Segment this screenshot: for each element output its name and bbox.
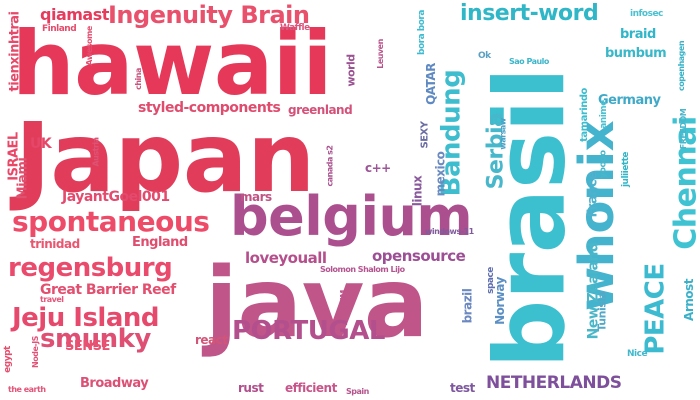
word-cpp: c++ [365,161,391,175]
word-react: react [195,333,228,347]
word-efficient: efficient [285,381,337,395]
word-insert-word: insert-word [460,1,599,26]
word-rust: rust [238,381,264,395]
word-tienxinhtrai: tienxinhtrai [7,11,23,92]
word-yoooo: yoooo [598,150,609,179]
word-jeju-island: Jeju Island [12,303,160,333]
word-qatar: QATAR [423,63,438,105]
word-trinidad: trinidad [30,237,80,251]
word-freedom: FREEDOM [679,108,689,150]
word-node-js: Node-JS [30,336,40,368]
word-styled-components: styled-components [138,100,281,116]
word-egypt: egypt [2,346,13,373]
word-bora-bora: bora bora [416,10,427,55]
word-belgium: belgium [230,185,473,248]
word-infosec: infosec [630,9,663,19]
word-sexy: SEXY [419,121,431,149]
word-braid: braid [620,27,656,42]
word-bumbum: bumbum [605,46,667,61]
word-mexico: mexico [433,151,448,197]
word-sao-paulo: Sao Paulo [509,57,549,66]
word-space: space [485,267,496,294]
word-arnost: Arnost [681,279,696,321]
word-china: china [133,68,143,90]
word-netherlands: NETHERLANDS [486,373,622,393]
word-anime: anime [598,100,609,129]
word-waffle: Waffle [280,23,310,33]
word-great-barrier-reef: Great Barrier Reef [40,282,176,298]
word-linux: linux [410,175,425,207]
word-travel: travel [40,295,64,304]
word-spain: Spain [346,387,369,396]
word-finland: Finland [42,24,77,34]
word-portugal: PORTUGAL [232,316,385,346]
word-miami: Miami [15,157,31,200]
word-greenland: greenland [288,103,353,117]
word-hawaii: hawaii [12,12,333,115]
word-spontaneous: spontaneous [12,205,210,238]
word-uk: UK [30,136,52,152]
word-smunky: smunky [40,324,151,354]
word-vim: VIM [338,290,348,306]
word-juliiette: juliiette [621,151,632,188]
word-tunisia: Tunisia [595,291,609,332]
word-germany: Germany [598,93,661,108]
word-qiamast: qiamast [40,5,109,24]
word-the-earth: the earth [8,385,46,394]
word-peace: PEACE [640,263,671,355]
word-broadway: Broadway [80,376,149,391]
word-sense: SENSE [65,339,110,354]
word-ingenuity-brain: Ingenuity Brain [108,1,310,29]
word-leuven: Leuven [375,39,385,69]
word-copenhagen: copenhagen [677,40,687,92]
word-brazil: brazil [460,288,475,324]
word-regensburg: regensburg [8,253,173,283]
word-test: test [450,381,475,395]
word-opensource: opensource [372,247,466,265]
word-warsaw: warsaw [498,118,508,150]
word-java: java [205,247,429,359]
word-awesome: Awesome [84,26,94,66]
word-england: England [132,235,188,250]
word-austria: Austria [91,137,101,167]
word-canada-s2: canada s2 [325,145,335,187]
word-tamarindo: tamarindo [578,88,590,142]
word-mars: mars [240,190,272,204]
word-solomon-shalom-lijo: Solomon Shalom Lijo [320,265,405,274]
word-loveyouall: loveyouall [245,249,327,267]
word-jayantgoel001: JayantGoel001 [62,189,170,205]
word-world: world [344,54,358,87]
word-japan: Japan [15,102,315,214]
word-france: France [585,171,601,218]
word-ok: Ok [478,51,491,61]
word-windows-11: windows-11 [425,227,474,236]
word-nice: Nice [627,349,648,359]
